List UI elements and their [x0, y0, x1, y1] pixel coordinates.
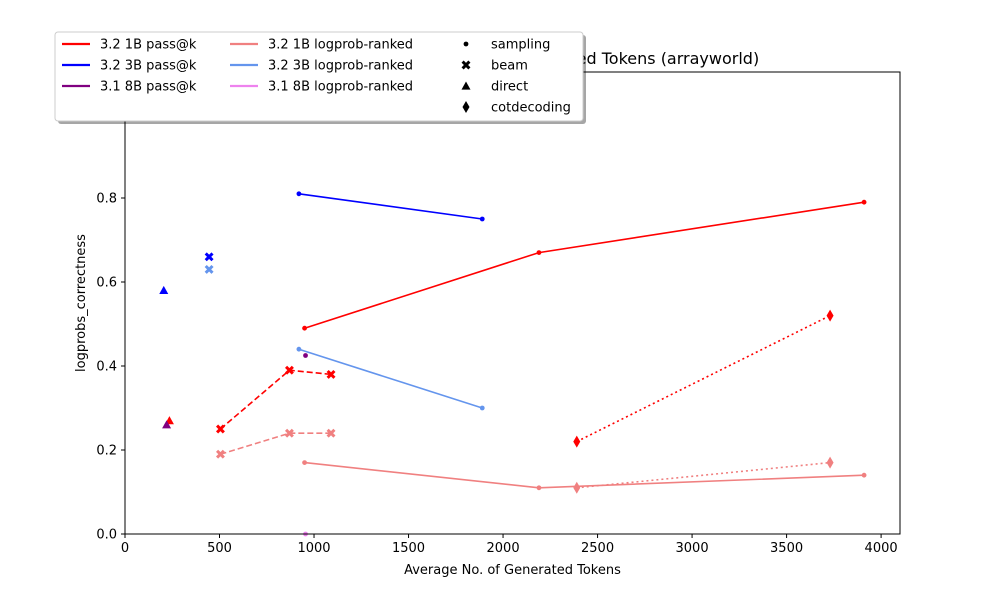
x-tick-label: 3000 [676, 541, 709, 556]
data-point [326, 369, 336, 379]
series-group [573, 309, 834, 448]
series-line [576, 314, 831, 443]
data-point [826, 309, 834, 322]
x-tick-label: 2500 [581, 541, 614, 556]
data-point [826, 456, 834, 469]
x-axis: 0 500 1000 1500 2000 2500 3000 3500 4000 [121, 534, 898, 556]
legend-label: 3.2 3B logprob-ranked [268, 59, 413, 74]
data-point [573, 481, 581, 494]
y-tick-label: 0.8 [96, 192, 117, 207]
data-point [284, 365, 294, 375]
series-group [573, 456, 834, 494]
series-group [303, 353, 308, 358]
data-point [326, 428, 336, 438]
data-point [536, 485, 542, 491]
plot-marks [159, 191, 867, 537]
legend-label: cotdecoding [491, 101, 571, 116]
data-point [215, 424, 225, 434]
legend-label: 3.2 1B logprob-ranked [268, 38, 413, 53]
x-tick-label: 3500 [770, 541, 803, 556]
series-line [298, 193, 483, 220]
legend-label: direct [491, 80, 528, 95]
y-tick-label: 0.6 [96, 276, 117, 291]
legend-label: beam [491, 59, 528, 74]
x-tick-label: 500 [207, 541, 232, 556]
data-point [479, 405, 485, 411]
series-group [296, 346, 485, 411]
data-point [159, 285, 169, 294]
data-point [302, 460, 307, 465]
series-group [296, 191, 485, 222]
series-line [304, 201, 865, 329]
series-group [215, 428, 336, 459]
data-point [162, 420, 172, 429]
legend-box [54, 31, 584, 122]
series-group [162, 420, 172, 429]
x-tick-label: 2000 [487, 541, 520, 556]
series-line [304, 461, 865, 489]
data-point [204, 264, 214, 274]
plot-frame [124, 71, 901, 535]
series-group [302, 199, 867, 331]
legend-marker [463, 41, 469, 47]
y-tick-label: 0.4 [96, 360, 117, 375]
x-tick-label: 1000 [297, 541, 330, 556]
series-line [220, 432, 332, 455]
data-point [296, 191, 302, 197]
series-line [219, 369, 332, 430]
data-point [284, 428, 294, 438]
x-tick-label: 4000 [865, 541, 898, 556]
legend: 3.2 1B pass@k 3.2 3B pass@k 3.1 8B pass@k 3… [54, 31, 586, 124]
legend-label: 3.2 3B pass@k [100, 59, 197, 74]
series-group [204, 264, 214, 274]
x-tick-label: 1500 [392, 541, 425, 556]
x-axis-label: Average No. of Generated Tokens [404, 563, 621, 578]
data-point [861, 199, 867, 205]
series-group [215, 365, 336, 434]
data-point [296, 346, 302, 352]
data-point [204, 252, 214, 262]
data-point [215, 449, 225, 459]
data-point [479, 216, 485, 222]
y-axis-label: logprobs_correctness [74, 234, 89, 372]
data-point [573, 435, 581, 448]
series-group [204, 252, 214, 262]
legend-label: 3.1 8B logprob-ranked [268, 80, 413, 95]
legend-marker [461, 60, 471, 70]
legend-marker [462, 101, 470, 113]
data-point [536, 250, 542, 256]
x-tick-label: 0 [121, 541, 129, 556]
y-tick-label: 0.2 [96, 444, 117, 459]
legend-label: 3.1 8B pass@k [100, 80, 197, 95]
legend-marker [461, 81, 471, 90]
series-group [159, 285, 169, 294]
data-point [861, 472, 867, 478]
y-axis: 0.00.20.40.60.81.0 [96, 108, 125, 543]
series-group [302, 460, 867, 491]
legend-label: sampling [491, 38, 550, 53]
data-point [302, 325, 307, 331]
data-point [303, 353, 308, 358]
y-tick-label: 0.0 [96, 528, 117, 543]
series-line [576, 461, 831, 489]
series-line [298, 348, 483, 409]
legend-label: 3.2 1B pass@k [100, 38, 197, 53]
